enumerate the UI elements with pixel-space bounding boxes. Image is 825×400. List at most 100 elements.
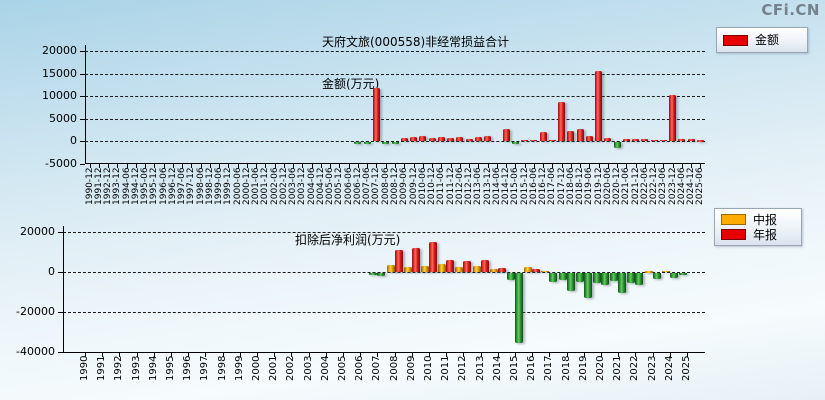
x-axis-tick — [451, 164, 452, 168]
x-axis-tick — [219, 164, 220, 168]
x-axis-tick — [145, 164, 146, 168]
x-axis-tick — [654, 164, 655, 168]
x-axis-tick — [119, 353, 120, 357]
bar — [369, 273, 377, 275]
x-axis — [85, 163, 705, 164]
bar — [604, 137, 611, 141]
x-axis-tick — [349, 164, 350, 168]
x-axis-tick — [127, 164, 128, 168]
x-axis-tick — [618, 353, 619, 357]
interim-legend-swatch — [721, 214, 746, 225]
x-axis-tick — [164, 164, 165, 168]
bar — [447, 138, 454, 141]
x-axis-tick — [673, 164, 674, 168]
x-axis-tick — [330, 164, 331, 168]
x-axis-tick — [99, 164, 100, 168]
bar — [515, 273, 523, 343]
gridline — [63, 312, 705, 313]
x-axis-tick — [238, 164, 239, 168]
y-axis-tick — [80, 141, 85, 142]
x-axis-tick — [312, 164, 313, 168]
x-axis-tick — [463, 353, 464, 357]
x-axis-tick — [653, 353, 654, 357]
x-axis-tick — [429, 353, 430, 357]
x-tick-label: 2003-12 — [297, 167, 307, 205]
bar — [446, 260, 454, 272]
x-axis-tick — [108, 164, 109, 168]
chart2-title-text: 扣除后净利润(万元) — [295, 233, 401, 247]
x-axis-tick — [265, 164, 266, 168]
amount-legend-label: 金额 — [755, 33, 780, 47]
x-tick-label: 2016 — [526, 356, 537, 382]
bar — [593, 273, 601, 283]
bar — [512, 142, 519, 145]
bar — [614, 142, 621, 149]
x-axis-tick — [188, 353, 189, 357]
y-axis-tick — [58, 232, 63, 233]
x-tick-label: 2007 — [371, 356, 382, 382]
x-axis-tick — [441, 164, 442, 168]
bar — [392, 142, 399, 144]
x-axis-tick — [691, 164, 692, 168]
x-axis-tick — [580, 164, 581, 168]
bar — [618, 273, 626, 293]
gridline — [63, 272, 705, 273]
bar — [429, 137, 436, 141]
x-axis-tick — [201, 164, 202, 168]
y-tick-label: 0 — [48, 265, 55, 278]
y-axis-tick — [80, 51, 85, 52]
bar — [688, 139, 695, 141]
bar — [382, 142, 389, 144]
x-tick-label: 2004 — [320, 356, 331, 382]
chart1-title-line2: 金额(万元) — [322, 77, 380, 91]
x-axis-tick — [498, 353, 499, 357]
x-tick-label: 2024 — [664, 356, 675, 382]
x-axis-tick — [543, 164, 544, 168]
x-axis-tick — [326, 353, 327, 357]
bar — [567, 273, 575, 291]
y-axis-tick — [80, 96, 85, 97]
bar — [377, 273, 385, 276]
x-axis — [63, 352, 705, 353]
bar — [530, 139, 537, 142]
y-axis — [63, 226, 64, 353]
x-axis-tick — [223, 353, 224, 357]
gridline — [85, 119, 705, 120]
x-axis-tick — [515, 353, 516, 357]
bar — [559, 273, 567, 280]
gridline — [85, 141, 705, 142]
x-tick-label: 2009-06 — [399, 167, 409, 205]
x-axis-tick — [228, 164, 229, 168]
bar — [577, 128, 584, 141]
bar — [466, 138, 473, 142]
gridline — [85, 96, 705, 97]
x-axis-tick — [532, 353, 533, 357]
x-axis-tick — [515, 164, 516, 168]
annual-legend-label: 年报 — [753, 227, 778, 242]
bar — [567, 130, 574, 141]
y-axis-tick — [58, 272, 63, 273]
bar — [401, 137, 408, 141]
x-axis-tick — [191, 164, 192, 168]
x-axis-tick — [549, 353, 550, 357]
legend-chart2: 中报 年报 — [714, 208, 802, 246]
x-axis-tick — [257, 353, 258, 357]
gridline — [85, 51, 705, 52]
bar — [670, 273, 678, 278]
x-axis-tick — [343, 353, 344, 357]
amount-legend-swatch — [723, 34, 748, 46]
x-tick-label: 2010 — [423, 356, 434, 382]
bar — [410, 137, 417, 141]
bar — [697, 140, 704, 142]
x-tick-label: 2003 — [303, 356, 314, 382]
x-axis-tick — [460, 164, 461, 168]
x-tick-label: 2023-06 — [658, 167, 668, 205]
bar — [521, 139, 528, 142]
x-tick-label: 1994 — [148, 356, 159, 382]
bar — [651, 139, 658, 142]
x-tick-label: 2013-06 — [473, 167, 483, 205]
bar — [412, 248, 420, 272]
y-axis-tick — [80, 74, 85, 75]
chart1-title-line1: 天府文旅(000558)非经常损益合计 — [322, 35, 510, 49]
bar — [610, 273, 618, 281]
